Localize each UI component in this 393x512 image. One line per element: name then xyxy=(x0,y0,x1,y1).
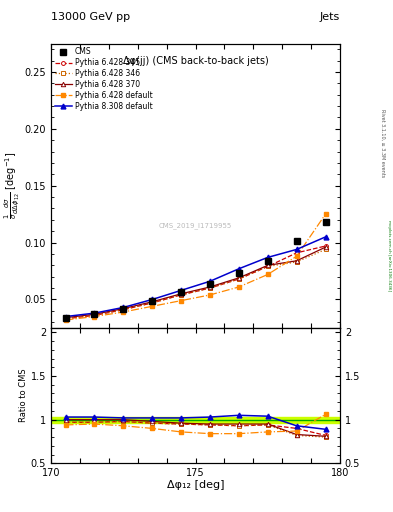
Text: Δφ(jj) (CMS back-to-back jets): Δφ(jj) (CMS back-to-back jets) xyxy=(123,56,268,67)
X-axis label: Δφ₁₂ [deg]: Δφ₁₂ [deg] xyxy=(167,480,224,489)
Text: 13000 GeV pp: 13000 GeV pp xyxy=(51,11,130,22)
Legend: CMS, Pythia 6.428 345, Pythia 6.428 346, Pythia 6.428 370, Pythia 6.428 default,: CMS, Pythia 6.428 345, Pythia 6.428 346,… xyxy=(53,46,154,113)
Text: Rivet 3.1.10, ≥ 3.3M events: Rivet 3.1.10, ≥ 3.3M events xyxy=(381,109,386,178)
Y-axis label: $\frac{1}{\sigma}\frac{d\sigma}{d\Delta\phi_{12}}\ [\mathrm{deg}^{-1}]$: $\frac{1}{\sigma}\frac{d\sigma}{d\Delta\… xyxy=(2,152,22,220)
Text: Jets: Jets xyxy=(320,11,340,22)
Bar xyxy=(51,417,340,423)
Text: mcplots.cern.ch [arXiv:1306.3436]: mcplots.cern.ch [arXiv:1306.3436] xyxy=(387,221,391,291)
Y-axis label: Ratio to CMS: Ratio to CMS xyxy=(19,369,28,422)
Text: CMS_2019_I1719955: CMS_2019_I1719955 xyxy=(159,222,232,229)
